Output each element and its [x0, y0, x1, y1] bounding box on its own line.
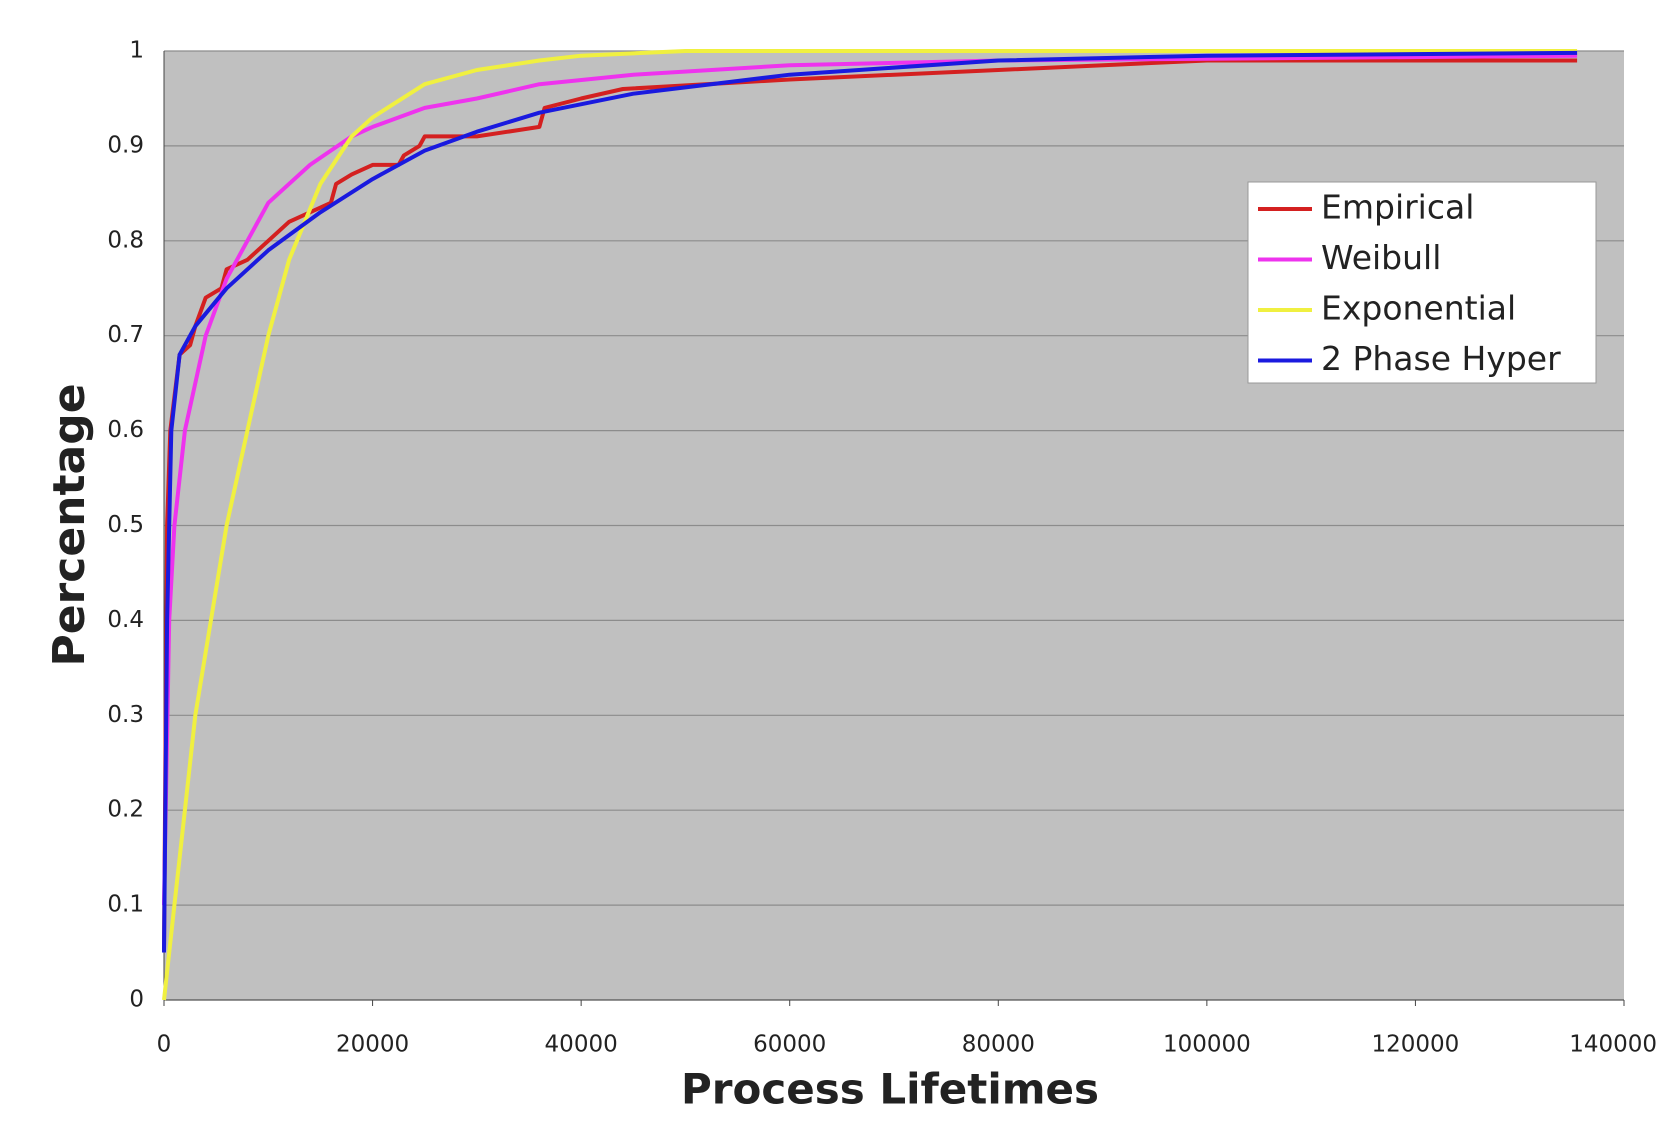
x-tick-label: 80000 — [962, 1032, 1035, 1058]
y-tick-label: 0.6 — [107, 417, 144, 443]
legend-label: Weibull — [1321, 238, 1441, 277]
y-tick-label: 0.1 — [107, 892, 144, 918]
x-tick-label: 140000 — [1569, 1032, 1657, 1058]
legend-label: 2 Phase Hyper — [1321, 339, 1561, 378]
y-tick-label: 0.5 — [107, 512, 144, 538]
x-tick-label: 0 — [157, 1032, 172, 1058]
x-tick-label: 20000 — [336, 1032, 409, 1058]
series-line — [162, 50, 1578, 953]
series-line — [162, 53, 1578, 906]
y-axis-title: Percentage — [44, 383, 95, 666]
y-tick-label: 0.2 — [107, 797, 144, 823]
y-tick-label: 0.9 — [107, 132, 144, 158]
y-tick-label: 0.7 — [107, 322, 144, 348]
legend-label: Empirical — [1321, 188, 1474, 227]
y-tick-label: 0.8 — [107, 227, 144, 253]
y-tick-label: 0 — [129, 987, 144, 1013]
legend-box — [1247, 181, 1597, 384]
x-tick-label: 40000 — [545, 1032, 618, 1058]
y-tick-label: 0.3 — [107, 702, 144, 728]
legend-label: Exponential — [1321, 289, 1516, 328]
x-tick-label: 60000 — [753, 1032, 826, 1058]
y-tick-label: 0.4 — [107, 607, 144, 633]
x-axis-title: Process Lifetimes — [681, 1065, 1099, 1114]
x-tick-label: 100000 — [1163, 1032, 1251, 1058]
x-tick-label: 120000 — [1372, 1032, 1460, 1058]
y-tick-label: 1 — [129, 38, 144, 64]
